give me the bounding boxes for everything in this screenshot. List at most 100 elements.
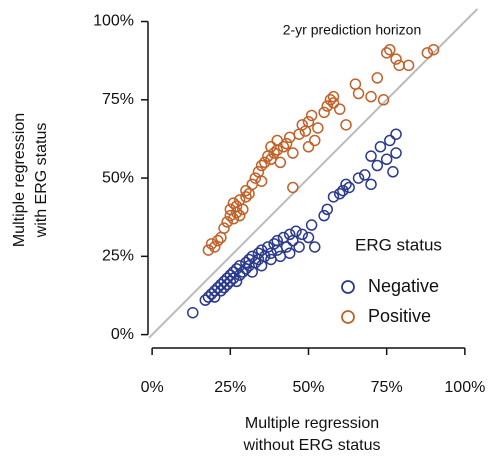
point <box>258 250 271 263</box>
point <box>271 244 283 256</box>
point <box>384 43 396 56</box>
point <box>308 134 321 147</box>
point <box>187 306 199 319</box>
point <box>287 181 299 194</box>
point <box>255 259 268 272</box>
point <box>240 184 252 197</box>
point <box>340 119 352 131</box>
point <box>377 94 390 106</box>
point <box>334 187 346 200</box>
point <box>274 156 287 169</box>
point <box>202 291 215 303</box>
point <box>224 203 237 216</box>
point <box>277 231 290 244</box>
point <box>340 178 352 191</box>
point <box>321 203 334 216</box>
point <box>293 128 305 140</box>
point <box>302 115 315 128</box>
x-tick-label: 75% <box>371 379 403 396</box>
point <box>268 238 280 250</box>
point <box>227 213 240 225</box>
y-axis-label: Multiple regression <box>11 113 28 247</box>
point <box>337 184 349 197</box>
point <box>384 134 396 147</box>
y-tick-label: 75% <box>102 91 134 108</box>
point <box>312 122 324 134</box>
point <box>221 216 233 228</box>
x-axis-label: Multiple regression <box>245 415 379 432</box>
point <box>212 234 224 247</box>
x-tick-label: 25% <box>214 379 246 396</box>
point <box>290 225 302 238</box>
point <box>324 94 337 106</box>
point <box>252 166 265 178</box>
point <box>246 178 258 191</box>
point <box>327 90 340 103</box>
point <box>421 47 434 59</box>
point <box>380 47 393 59</box>
point <box>402 59 415 72</box>
point <box>308 241 321 253</box>
point <box>265 247 277 259</box>
legend-title: ERG status <box>355 235 442 254</box>
point <box>390 147 402 159</box>
point <box>208 241 221 253</box>
y-tick-label: 100% <box>93 13 134 30</box>
point <box>230 275 243 288</box>
point <box>233 209 246 222</box>
point <box>327 191 340 203</box>
point <box>240 191 252 203</box>
point <box>380 153 393 166</box>
point <box>246 266 258 278</box>
point <box>287 147 299 159</box>
x-tick-label: 100% <box>444 379 485 396</box>
y-axis-label: with ERG status <box>33 123 50 239</box>
point <box>305 219 318 231</box>
legend-marker <box>341 280 355 294</box>
point <box>252 247 265 259</box>
point <box>352 87 365 100</box>
point <box>318 209 330 222</box>
point <box>280 241 293 253</box>
point <box>283 131 296 144</box>
point <box>237 203 249 216</box>
legend-marker <box>341 310 355 324</box>
point <box>205 238 218 250</box>
x-tick-label: 50% <box>292 379 324 396</box>
point <box>268 147 280 159</box>
point <box>365 150 377 162</box>
point <box>218 222 230 234</box>
point <box>343 181 355 194</box>
point <box>246 250 258 263</box>
reference-line <box>148 8 479 339</box>
point <box>233 194 246 206</box>
point <box>249 172 262 184</box>
point <box>283 228 296 241</box>
legend-label: Negative <box>368 276 439 296</box>
point <box>283 247 296 259</box>
point <box>374 141 387 153</box>
point <box>302 141 315 153</box>
y-tick-label: 25% <box>102 248 134 265</box>
x-axis-label: without ERG status <box>243 437 381 454</box>
annotation: 2-yr prediction horizon <box>283 22 422 38</box>
point <box>293 241 305 253</box>
point <box>321 100 334 112</box>
point <box>390 128 402 140</box>
point <box>305 109 318 122</box>
point <box>365 178 377 191</box>
point <box>265 141 277 153</box>
point <box>277 141 290 153</box>
point <box>274 250 287 263</box>
point <box>349 78 362 90</box>
legend-label: Positive <box>368 306 431 326</box>
point <box>255 159 268 172</box>
point <box>287 234 299 247</box>
point <box>271 134 283 147</box>
point <box>271 234 283 247</box>
point <box>359 169 371 181</box>
point <box>327 97 340 109</box>
point <box>365 90 377 103</box>
point <box>280 137 293 150</box>
